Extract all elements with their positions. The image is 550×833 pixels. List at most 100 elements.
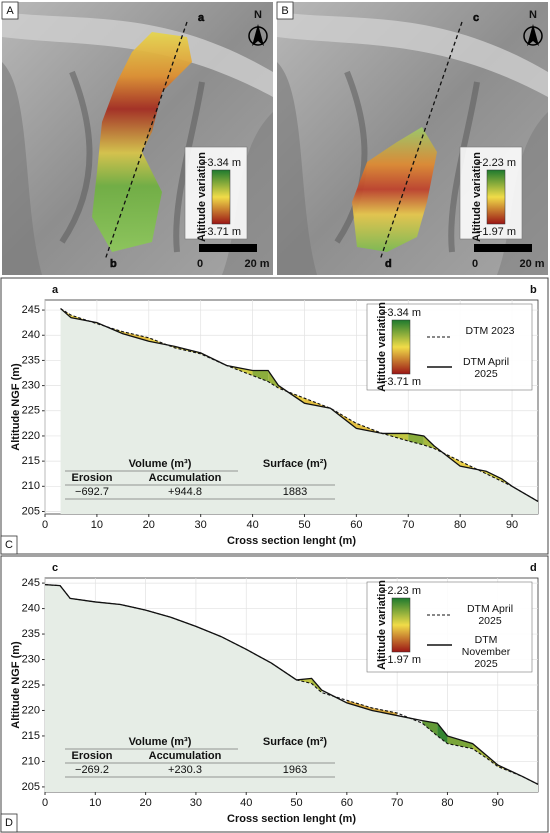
x-tick-label: 80 xyxy=(454,519,466,531)
colorbar-min: −3.71 m xyxy=(201,226,241,238)
y-tick-label: 210 xyxy=(22,480,40,492)
table-header: Surface (m²) xyxy=(263,458,328,470)
y-tick-label: 245 xyxy=(22,304,40,316)
colorbar-title: Altitude variation xyxy=(376,302,388,392)
table-cell: +230.3 xyxy=(168,764,202,776)
profile-line xyxy=(60,308,539,502)
x-tick-label: 70 xyxy=(402,519,414,531)
legend-label: DTM April 2025 xyxy=(466,603,514,627)
change-area xyxy=(92,32,192,252)
colorbar xyxy=(391,319,411,375)
difference-fill xyxy=(447,735,473,749)
section-start: c xyxy=(473,12,479,24)
y-tick-label: 210 xyxy=(22,755,40,767)
gully xyxy=(59,70,205,253)
y-tick-label: 225 xyxy=(22,405,40,417)
profile-line xyxy=(60,308,539,502)
section-end: d xyxy=(385,258,392,270)
north-label: N xyxy=(254,9,262,21)
colorbar-max: +3.34 m xyxy=(381,307,421,319)
x-tick-label: 10 xyxy=(91,519,103,531)
north-arrow xyxy=(252,24,264,46)
difference-fill xyxy=(408,433,424,446)
y-tick-label: 215 xyxy=(22,455,40,467)
y-tick-label: 245 xyxy=(22,577,40,589)
colorbar-min: −1.97 m xyxy=(476,226,516,238)
panel-label: A xyxy=(6,5,14,17)
scale-length: 20 m xyxy=(519,258,544,270)
y-tick-label: 225 xyxy=(22,679,40,691)
legend-label: DTM 2023 xyxy=(465,325,515,337)
colorbar-min: −3.71 m xyxy=(381,376,421,388)
panel-label: B xyxy=(281,5,288,17)
colorbar-max: +2.23 m xyxy=(381,585,421,597)
scale-zero: 0 xyxy=(472,258,478,270)
table-cell: −692.7 xyxy=(75,486,109,498)
table-cell: 1963 xyxy=(283,764,307,776)
change-area xyxy=(352,127,437,252)
x-tick-label: 10 xyxy=(89,797,101,809)
panel-label-box xyxy=(276,1,294,20)
y-tick-label: 235 xyxy=(22,354,40,366)
x-tick-label: 70 xyxy=(391,797,403,809)
colorbar-min: −1.97 m xyxy=(381,654,421,666)
table-header: Surface (m²) xyxy=(263,736,328,748)
x-tick-label: 60 xyxy=(350,519,362,531)
x-tick-label: 50 xyxy=(298,519,310,531)
panel-label: D xyxy=(5,817,13,829)
ground-area xyxy=(45,584,538,792)
table-cell: −269.2 xyxy=(75,764,109,776)
north-arrow xyxy=(527,24,539,46)
colorbar-title: Altitude variation xyxy=(471,152,483,242)
table-header: Volume (m³) xyxy=(129,458,192,470)
scale-zero: 0 xyxy=(197,258,203,270)
colorbar xyxy=(211,169,231,225)
scale-bar xyxy=(199,244,257,252)
x-tick-label: 50 xyxy=(290,797,302,809)
y-tick-label: 230 xyxy=(22,380,40,392)
panel-label: C xyxy=(5,539,13,551)
difference-fill xyxy=(422,720,438,736)
legend-label: DTM April 2025 xyxy=(462,356,510,380)
profile-line xyxy=(44,583,539,785)
colorbar xyxy=(391,597,411,653)
x-tick-label: 90 xyxy=(506,519,518,531)
cliff xyxy=(2,62,42,275)
y-axis-label: Altitude NGF (m) xyxy=(10,641,22,729)
x-tick-label: 90 xyxy=(492,797,504,809)
x-tick-label: 40 xyxy=(240,797,252,809)
table-cell: +944.8 xyxy=(168,486,202,498)
table-subheader: Erosion xyxy=(72,472,113,484)
scale-length: 20 m xyxy=(244,258,269,270)
scale-bar xyxy=(474,244,532,252)
x-tick-label: 60 xyxy=(341,797,353,809)
x-tick-label: 20 xyxy=(139,797,151,809)
difference-fill xyxy=(226,365,253,376)
panel-frame xyxy=(0,277,549,555)
difference-fill xyxy=(437,723,448,744)
x-tick-label: 40 xyxy=(246,519,258,531)
y-axis-label: Altitude NGF (m) xyxy=(10,363,22,451)
y-tick-label: 205 xyxy=(22,781,40,793)
x-tick-label: 80 xyxy=(441,797,453,809)
section-start: a xyxy=(198,12,205,24)
y-tick-label: 220 xyxy=(22,704,40,716)
colorbar-title: Altitude variation xyxy=(376,580,388,670)
panel-frame xyxy=(0,555,549,833)
x-tick-label: 30 xyxy=(195,519,207,531)
difference-fill xyxy=(252,370,269,382)
y-tick-label: 230 xyxy=(22,653,40,665)
x-tick-label: 0 xyxy=(42,519,48,531)
table-subheader: Accumulation xyxy=(149,750,222,762)
table-header: Volume (m³) xyxy=(129,736,192,748)
ground-area xyxy=(60,308,538,514)
section-end: d xyxy=(530,562,537,574)
colorbar xyxy=(486,169,506,225)
gully xyxy=(334,70,480,253)
